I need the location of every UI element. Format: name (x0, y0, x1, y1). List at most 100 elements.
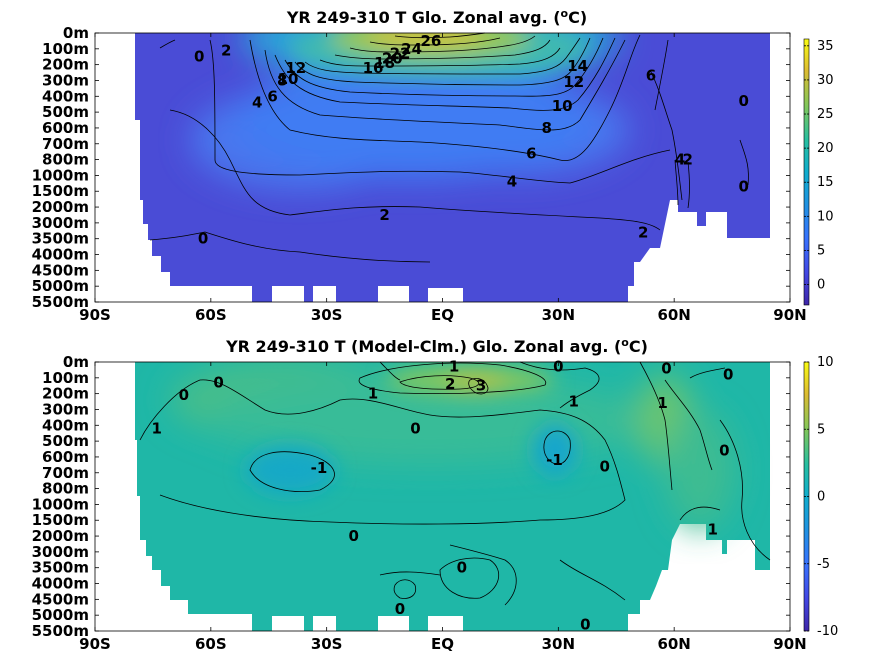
contour-label: 24 (401, 40, 422, 58)
colorbar-tick-label: 25 (817, 107, 834, 122)
y-tick-label: 700m (42, 464, 89, 482)
y-tick-label: 800m (42, 151, 89, 169)
contour-label: 1 (368, 385, 378, 403)
contour-label: 14 (567, 57, 588, 75)
x-tick-label: 30N (542, 306, 575, 324)
contour-label: 4 (675, 151, 685, 169)
contour-label: 2 (445, 375, 455, 393)
colorbar-tick-label: -10 (817, 624, 838, 639)
x-tick-label: 30S (311, 306, 343, 324)
y-tick-label: 5500m (32, 622, 89, 640)
contour-label: 4 (252, 94, 262, 112)
colorbar-tick-label: 0 (817, 490, 825, 505)
contour-label: -1 (546, 451, 563, 469)
contour-label: 10 (278, 70, 299, 88)
colorbar-tick-label: 10 (817, 209, 834, 224)
heatmap-field (135, 362, 770, 631)
contour-label: 20 (382, 49, 403, 67)
y-tick-label: 500m (42, 103, 89, 121)
contour-label: 3 (476, 377, 486, 395)
y-tick-label: 1000m (32, 495, 89, 513)
contour-label: 0 (738, 177, 748, 195)
y-tick-label: 1500m (32, 182, 89, 200)
y-tick-label: 4000m (32, 575, 89, 593)
contour-label: 6 (267, 87, 277, 105)
y-tick-label: 2000m (32, 527, 89, 545)
contour-label: 8 (542, 119, 552, 137)
contour-lines (149, 32, 749, 263)
contour-label: 10 (552, 97, 573, 115)
y-tick-label: 600m (42, 448, 89, 466)
y-tick-label: 700m (42, 135, 89, 153)
contour-label: 0 (661, 359, 671, 377)
y-tick-label: 500m (42, 432, 89, 450)
contour-label: 12 (285, 59, 306, 77)
contour-label: 18 (374, 54, 395, 72)
contour-label: 8 (277, 71, 287, 89)
y-tick-label: 100m (42, 369, 89, 387)
y-tick-label: 0m (63, 353, 89, 371)
contour-label: 0 (410, 419, 420, 437)
y-tick-label: 3000m (32, 543, 89, 561)
colorbar: 35 30 25 20 15 10 5 0 (803, 38, 834, 306)
contour-label: 0 (395, 600, 405, 618)
y-tick-label: 100m (42, 40, 89, 58)
y-tick-label: 5000m (32, 606, 89, 624)
colorbar-tick-label: -5 (817, 557, 830, 572)
contour-label: 2 (379, 206, 389, 224)
contour-label: 1 (708, 521, 718, 539)
x-tick-label: 90S (79, 635, 111, 653)
colorbar-tick-label: 20 (817, 141, 834, 156)
colorbar-tick-label: 5 (817, 422, 825, 437)
y-tick-label: 1000m (32, 166, 89, 184)
y-tick-label: 3000m (32, 214, 89, 232)
colorbar-tick-label: 15 (817, 175, 834, 190)
y-tick-label: 5500m (32, 293, 89, 311)
contour-label: 1 (152, 419, 162, 437)
y-tick-label: 4000m (32, 246, 89, 264)
contour-label: 0 (179, 386, 189, 404)
contour-label: 0 (213, 374, 223, 392)
y-tick-label: 4500m (32, 261, 89, 279)
contour-label: 0 (194, 48, 204, 66)
contour-label: 0 (738, 92, 748, 110)
contour-label: 1 (569, 393, 579, 411)
contour-label: 6 (646, 67, 656, 85)
contour-lines (139, 361, 771, 606)
y-axis: 0m100m200m300m400m500m600m700m800m1000m1… (32, 24, 790, 311)
contour-label: 26 (420, 32, 441, 50)
y-tick-label: 200m (42, 385, 89, 403)
y-tick-label: 300m (42, 71, 89, 89)
x-tick-label: 90N (773, 635, 806, 653)
x-axis: 90S 60S 30S EQ 30N 60N 90N (79, 33, 807, 324)
colorbar-tick-label: 30 (817, 73, 834, 88)
colorbar-tick-label: 0 (817, 278, 825, 293)
contour-label: 1 (449, 358, 459, 376)
colorbar-gradient (804, 39, 809, 305)
contour-label: 0 (723, 366, 733, 384)
y-tick-label: 0m (63, 24, 89, 42)
x-tick-label: 60S (195, 635, 227, 653)
contour-label: 22 (390, 45, 411, 63)
x-tick-label: 30S (311, 635, 343, 653)
x-tick-label: 90S (79, 306, 111, 324)
x-tick-label: 60S (195, 306, 227, 324)
contour-label: 0 (719, 442, 729, 460)
anomaly-panel: YR 249-310 T (Model-Clm.) Glo. Zonal avg… (32, 336, 839, 654)
contour-label: 2 (638, 223, 648, 241)
colorbar-gradient (804, 362, 809, 631)
contour-label: 0 (348, 527, 358, 545)
contour-label: 0 (198, 230, 208, 248)
y-tick-label: 2000m (32, 198, 89, 216)
panel-title: YR 249-310 T Glo. Zonal avg. (oC) (286, 7, 587, 28)
panel-title: YR 249-310 T (Model-Clm.) Glo. Zonal avg… (225, 336, 648, 357)
x-tick-label: 90N (773, 306, 806, 324)
contour-label: 6 (526, 144, 536, 162)
y-axis: 0m100m200m300m400m500m600m700m800m1000m1… (32, 353, 790, 640)
y-tick-label: 5000m (32, 277, 89, 295)
colorbar-tick-label: 5 (817, 243, 825, 258)
x-tick-label: EQ (431, 635, 454, 653)
contour-label: 2 (221, 41, 231, 59)
